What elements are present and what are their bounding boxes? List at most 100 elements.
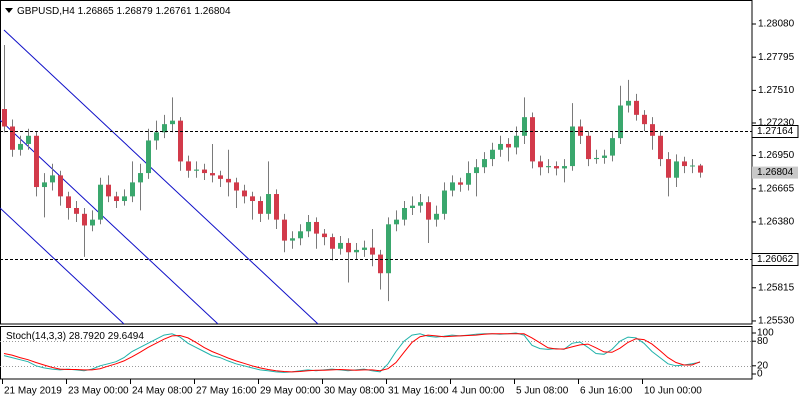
x-tick-label: 24 May 08:00 [132, 386, 193, 397]
candle-body [298, 231, 303, 239]
y-tick-label: 1.26665 [758, 183, 795, 194]
candle-body [546, 166, 551, 168]
y-tick-label: 1.25815 [758, 282, 795, 293]
menu-arrow[interactable] [5, 8, 13, 13]
candle-body [194, 169, 199, 171]
candle-body [642, 114, 647, 125]
candle-body [698, 165, 703, 173]
d-readout: 29.6494 [108, 331, 145, 342]
candle-body [474, 167, 479, 174]
candle-body [202, 169, 207, 174]
y-tick-label: 80 [757, 336, 769, 347]
stoch-title: Stoch(14,3,3) [6, 331, 66, 342]
y-tick-label: 0 [757, 369, 763, 380]
candle-body [178, 120, 183, 162]
candle-body [322, 233, 327, 238]
price-label: 1.26062 [757, 254, 794, 265]
price-label: 1.27164 [757, 126, 794, 137]
candle-body [626, 100, 631, 106]
candle-body [594, 157, 599, 160]
candle-body [330, 237, 335, 249]
candle-body [282, 219, 287, 241]
candle-body [530, 117, 535, 162]
candle-body [634, 100, 639, 115]
candle-body [506, 143, 511, 148]
candle-body [482, 159, 487, 168]
candle-body [618, 105, 623, 139]
current-price-box [752, 166, 798, 179]
price-label-box [751, 253, 799, 266]
candle-body [610, 138, 615, 156]
candle-body [130, 182, 135, 197]
candle-body [586, 135, 591, 160]
y-tick-label: 20 [757, 360, 769, 371]
candle-body [274, 194, 279, 220]
y-tick-label: 1.26950 [758, 150, 795, 161]
candle-body [450, 182, 455, 191]
candle-body [418, 202, 423, 206]
candle-body [378, 254, 383, 274]
y-tick-label: 100 [757, 328, 774, 339]
x-tick-label: 21 May 2019 [4, 386, 62, 397]
candle-body [146, 140, 151, 174]
candle-body [226, 178, 231, 183]
candle-body [554, 166, 559, 169]
y-tick-label: 1.27795 [758, 52, 795, 63]
candle-body [562, 166, 567, 169]
candle-body [394, 219, 399, 225]
x-tick-label: 5 Jun 08:00 [516, 386, 569, 397]
symbol-label: GBPUSD,H4 1.26865 1.26879 1.26761 1.2680… [17, 6, 231, 17]
candle-body [458, 182, 463, 185]
candle-body [210, 173, 215, 176]
candle-body [658, 135, 663, 160]
k-readout: 28.7920 [69, 331, 106, 342]
candle-body [18, 143, 23, 150]
x-tick-label: 6 Jun 16:00 [580, 386, 633, 397]
close-readout: 1.26804 [194, 6, 231, 17]
symbol: GBPUSD,H4 [17, 6, 75, 17]
candle-body [138, 173, 143, 183]
candle-body [354, 249, 359, 253]
candle-body [442, 190, 447, 214]
low-readout: 1.26761 [155, 6, 192, 17]
y-tick-label: 1.25530 [758, 316, 795, 327]
candle-body [306, 221, 311, 232]
candle-body [386, 224, 391, 274]
candle-body [2, 109, 7, 127]
y-tick-label: 1.27510 [758, 85, 795, 96]
candle-body [154, 132, 159, 141]
candle-body [538, 161, 543, 168]
candle-body [498, 143, 503, 150]
candle-body [682, 161, 687, 167]
candle-body [82, 213, 87, 226]
x-tick-label: 23 May 00:00 [68, 386, 129, 397]
candle-body [218, 175, 223, 179]
price-label-box [751, 125, 799, 138]
candle-body [466, 173, 471, 185]
candle-body [266, 194, 271, 214]
x-tick-label: 30 May 08:00 [324, 386, 385, 397]
x-tick-label: 31 May 16:00 [388, 386, 449, 397]
candle-body [10, 126, 15, 150]
candle-body [490, 149, 495, 160]
stoch-label: Stoch(14,3,3) 28.7920 29.6494 [6, 331, 144, 342]
candle-body [242, 190, 247, 197]
candle-body [42, 182, 47, 188]
candle-body [122, 196, 127, 202]
candle-body [338, 242, 343, 249]
candle-body [106, 184, 111, 197]
candle-body [258, 201, 263, 214]
candle-body [434, 213, 439, 220]
x-tick-label: 27 May 16:00 [196, 386, 257, 397]
candle-body [514, 135, 519, 148]
candle-body [690, 165, 695, 167]
candle-body [34, 135, 39, 188]
y-tick-label: 1.27230 [758, 118, 795, 129]
candle-body [650, 124, 655, 136]
x-tick-label: 4 Jun 00:00 [452, 386, 505, 397]
candle-body [674, 161, 679, 178]
main-panel [0, 0, 753, 325]
candle-body [186, 161, 191, 171]
candle-body [114, 196, 119, 202]
candle-body [234, 182, 239, 191]
